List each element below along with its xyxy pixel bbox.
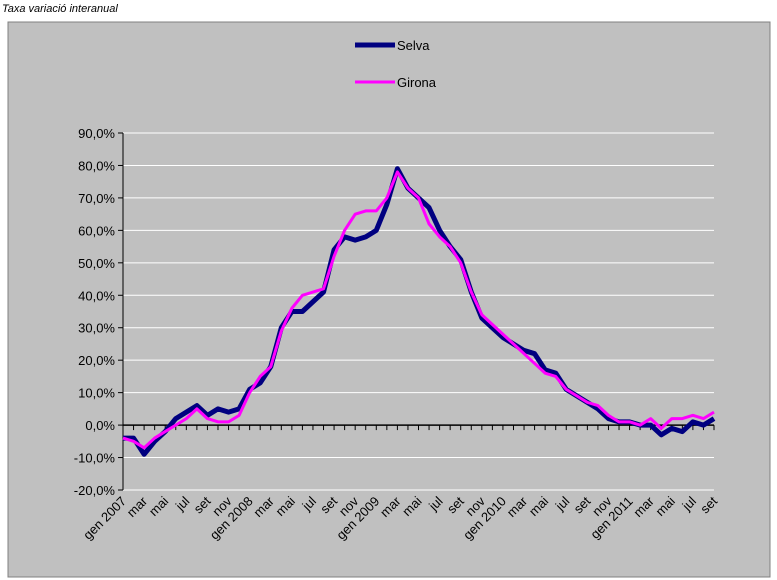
legend-label: Girona bbox=[397, 75, 437, 90]
series-line bbox=[122, 170, 715, 450]
y-tick-label: -20,0% bbox=[74, 483, 116, 498]
y-tick-label: 0,0% bbox=[85, 418, 115, 433]
chart-title: Taxa variació interanual bbox=[2, 3, 118, 15]
legend-label: Selva bbox=[397, 38, 430, 53]
chart-area bbox=[7, 21, 771, 578]
y-tick-label: 30,0% bbox=[78, 321, 115, 336]
y-tick-label: 80,0% bbox=[78, 158, 115, 173]
y-tick-label: 60,0% bbox=[78, 223, 115, 238]
y-tick-label: 50,0% bbox=[78, 256, 115, 271]
y-tick-label: 40,0% bbox=[78, 288, 115, 303]
y-tick-label: -10,0% bbox=[74, 451, 116, 466]
y-tick-label: 70,0% bbox=[78, 191, 115, 206]
y-tick-label: 10,0% bbox=[78, 386, 115, 401]
y-tick-label: 20,0% bbox=[78, 353, 115, 368]
y-tick-label: 90,0% bbox=[78, 126, 115, 141]
